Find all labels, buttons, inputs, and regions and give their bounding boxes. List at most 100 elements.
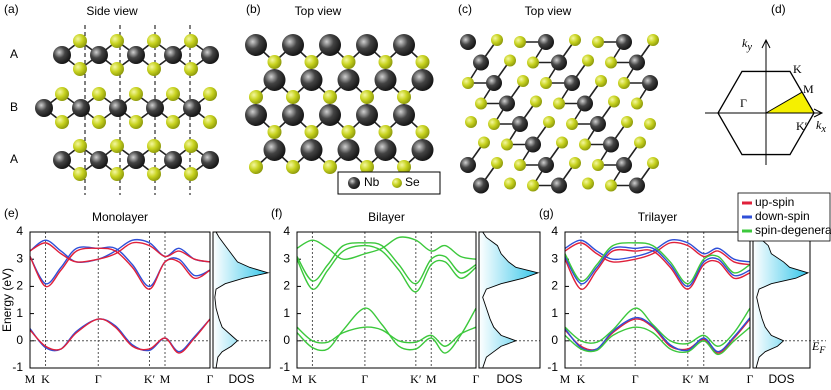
- se-atom: [501, 138, 513, 151]
- se-atom: [582, 54, 594, 67]
- se-atom: [462, 77, 474, 89]
- label: Γ: [207, 372, 214, 386]
- label: 1: [16, 306, 23, 320]
- se-atom: [582, 177, 594, 190]
- label: Top view: [525, 4, 572, 18]
- se-atom: [249, 160, 263, 174]
- band-line: [29, 318, 211, 353]
- se-atom: [184, 139, 198, 153]
- nb-atom: [551, 177, 567, 194]
- label: 4: [16, 224, 23, 238]
- kx-arrow: [813, 108, 824, 118]
- band-line: [29, 247, 211, 290]
- se-atom: [110, 34, 124, 48]
- se-atom: [605, 179, 617, 192]
- k-label: EF: [811, 339, 826, 357]
- nb-atom: [393, 34, 415, 56]
- se-atom: [147, 34, 161, 48]
- se-atom: [360, 90, 374, 104]
- band-line: [29, 246, 211, 288]
- nb-atom: [411, 139, 434, 161]
- label: M: [560, 372, 571, 386]
- se-atom: [184, 34, 198, 48]
- nb-atom: [90, 151, 108, 169]
- label: up-spin: [755, 195, 794, 209]
- se-atom: [397, 90, 411, 104]
- se-atom: [634, 136, 646, 149]
- se-atom: [566, 118, 578, 130]
- se-atom: [605, 56, 617, 69]
- label: 4: [551, 224, 558, 238]
- plot-frame: [564, 231, 751, 369]
- label: 0: [283, 333, 290, 347]
- label: Γ: [632, 372, 639, 386]
- label: Bilayer: [368, 210, 405, 224]
- label: Trilayer: [638, 210, 678, 224]
- band-line: [564, 248, 751, 290]
- band-line: [564, 326, 751, 356]
- nb-atom: [616, 34, 632, 50]
- label: Γ: [473, 372, 480, 386]
- se-atom: [392, 178, 402, 188]
- label: 2: [16, 279, 23, 293]
- se-atom: [527, 56, 539, 69]
- nb-atom: [616, 157, 632, 173]
- label: -1: [279, 360, 290, 374]
- nb-atom: [300, 69, 323, 91]
- se-atom: [647, 34, 659, 46]
- nb-atom: [629, 54, 645, 71]
- se-atom: [92, 87, 106, 101]
- label: M: [803, 82, 814, 96]
- se-atom: [360, 160, 374, 174]
- nb-atom: [319, 104, 341, 126]
- label: Side view: [86, 4, 138, 18]
- band-line: [564, 316, 751, 353]
- se-atom: [569, 157, 581, 169]
- se-atom: [184, 167, 198, 181]
- se-atom: [504, 54, 516, 67]
- label: K: [793, 62, 802, 76]
- nb-atom: [642, 75, 658, 91]
- se-atom: [556, 136, 568, 149]
- nb-atom: [245, 34, 267, 56]
- nb-atom: [164, 151, 182, 169]
- label: B: [10, 100, 18, 114]
- k-label: kx: [816, 118, 826, 136]
- se-atom: [514, 159, 526, 171]
- plot-frame: [296, 231, 477, 369]
- nb-atom: [164, 46, 182, 64]
- band-line: [564, 238, 751, 263]
- label: 3: [16, 251, 23, 265]
- nb-atom: [282, 34, 304, 56]
- nb-atom: [337, 139, 360, 161]
- nb-atom: [127, 46, 145, 64]
- label: (a): [4, 2, 19, 16]
- se-atom: [166, 115, 180, 129]
- nb-atom: [473, 54, 489, 71]
- label: (f): [271, 206, 282, 220]
- label: M: [426, 372, 437, 386]
- label: A: [10, 152, 18, 166]
- nb-atom: [300, 139, 323, 161]
- label: K′: [682, 372, 694, 386]
- se-atom: [73, 167, 87, 181]
- label: -1: [547, 360, 558, 374]
- label: K: [41, 372, 50, 386]
- se-atom: [514, 36, 526, 48]
- nb-atom: [263, 69, 286, 91]
- label: Se: [405, 175, 420, 189]
- nb-atom: [374, 139, 397, 161]
- se-atom: [415, 125, 430, 139]
- band-line: [296, 236, 477, 261]
- k-main: k: [816, 118, 822, 132]
- label: Γ: [95, 372, 102, 386]
- se-atom: [129, 115, 143, 129]
- nb-atom: [282, 104, 304, 126]
- band-line: [296, 307, 477, 354]
- nb-atom: [460, 34, 476, 50]
- nb-atom: [564, 75, 580, 91]
- label: Nb: [364, 175, 380, 189]
- se-atom: [378, 125, 393, 139]
- se-atom: [110, 139, 124, 153]
